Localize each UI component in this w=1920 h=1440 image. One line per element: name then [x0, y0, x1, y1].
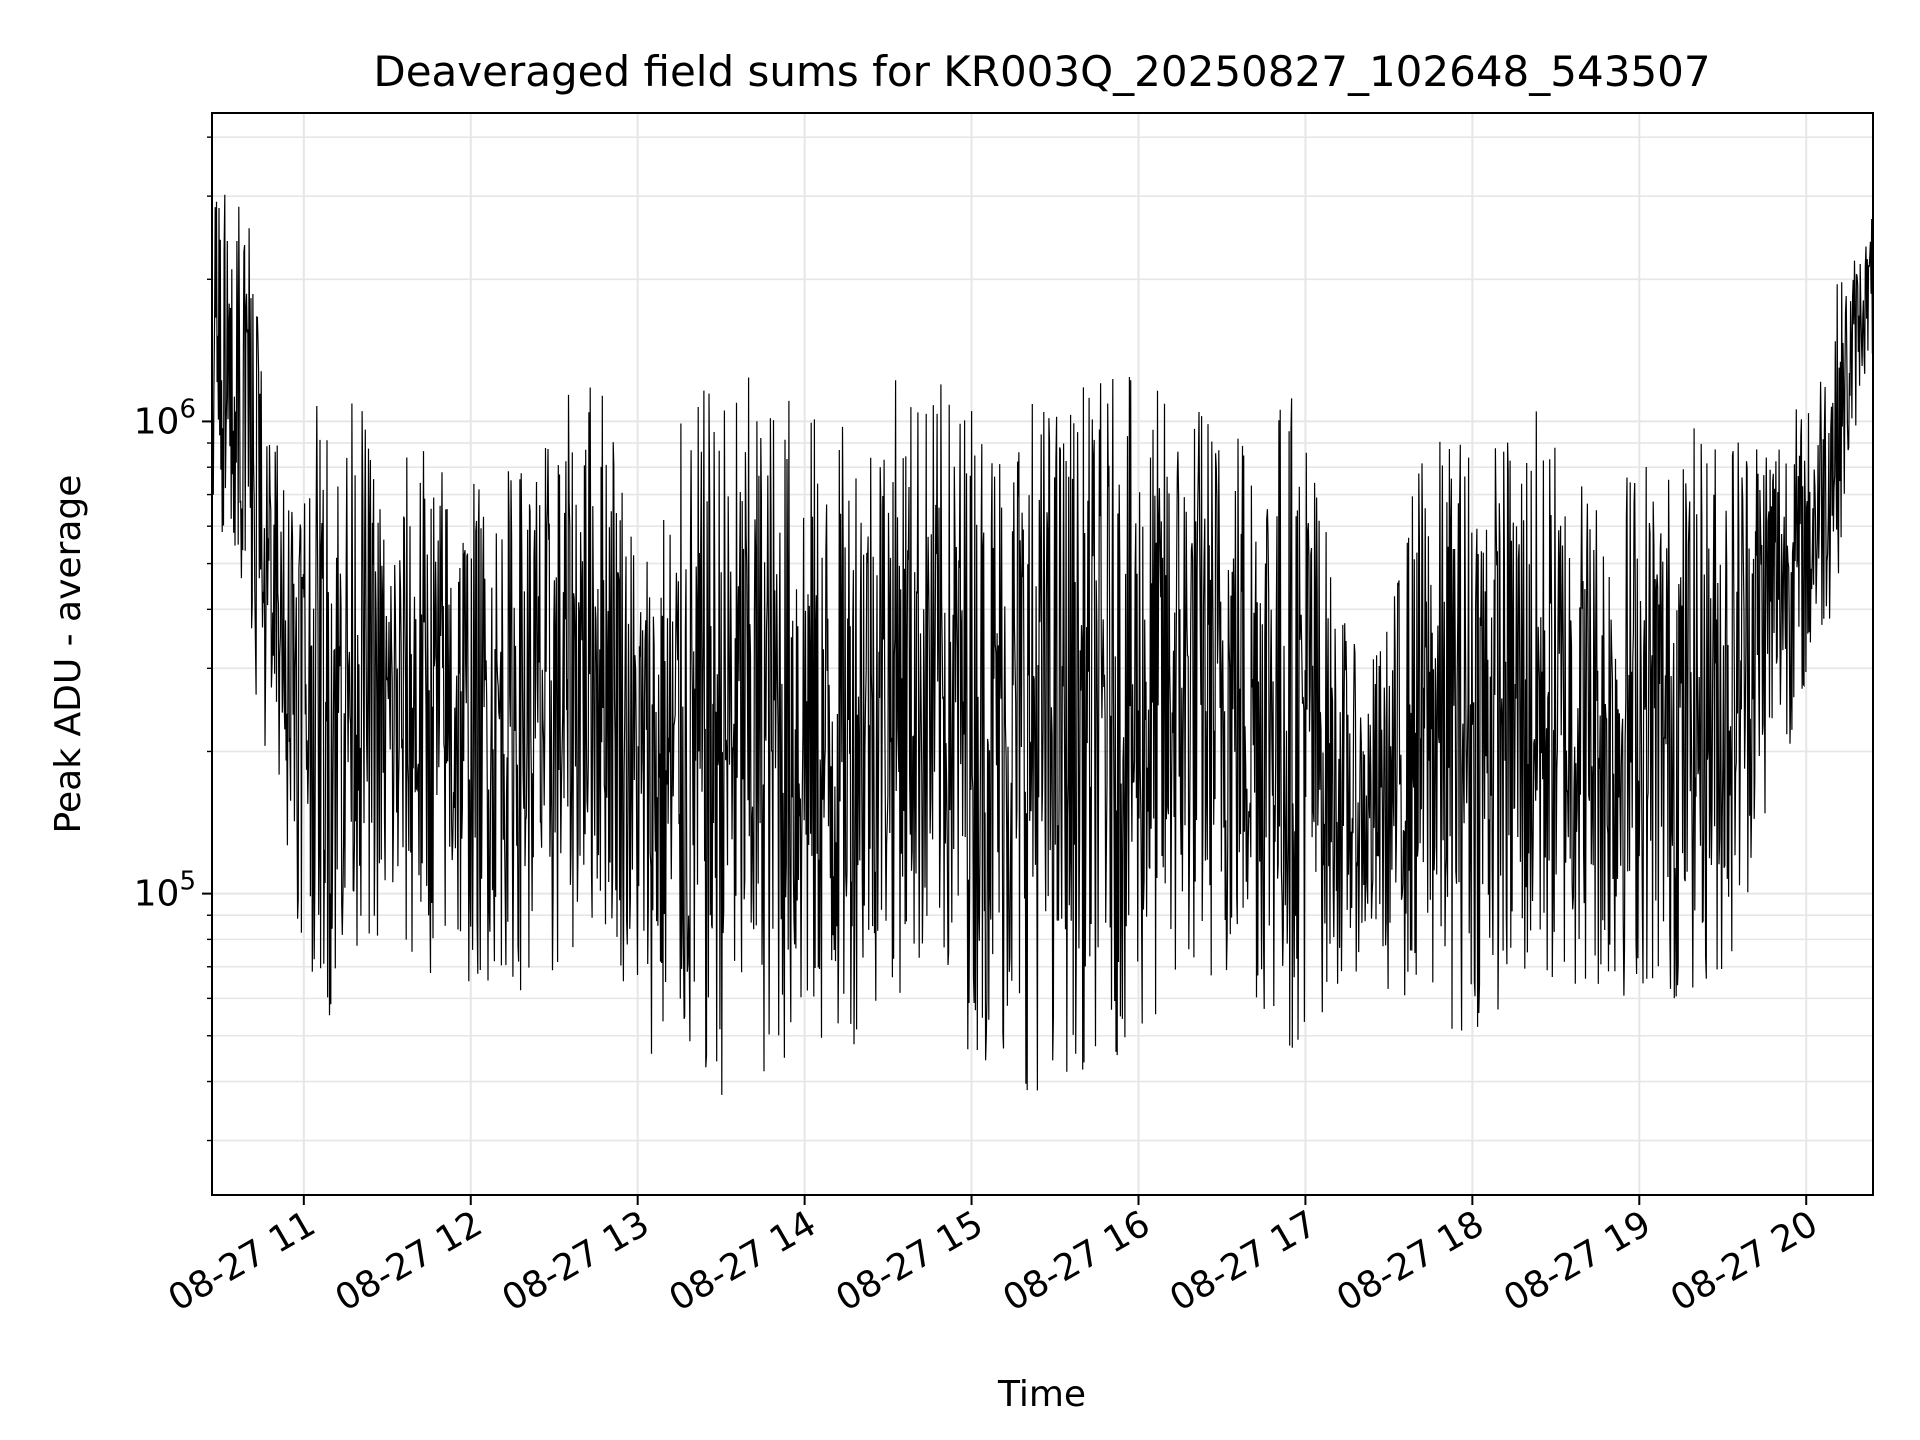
plot-frame	[211, 112, 1874, 1196]
chart-title: Deaveraged field sums for KR003Q_2025082…	[373, 47, 1710, 96]
x-axis-label: Time	[997, 1374, 1086, 1415]
y-tick-label: 105	[134, 867, 196, 915]
data-line	[211, 194, 1874, 1095]
y-axis-label: Peak ADU - average	[48, 475, 89, 834]
series-line	[211, 194, 1874, 1095]
y-tick-label: 106	[134, 394, 196, 442]
